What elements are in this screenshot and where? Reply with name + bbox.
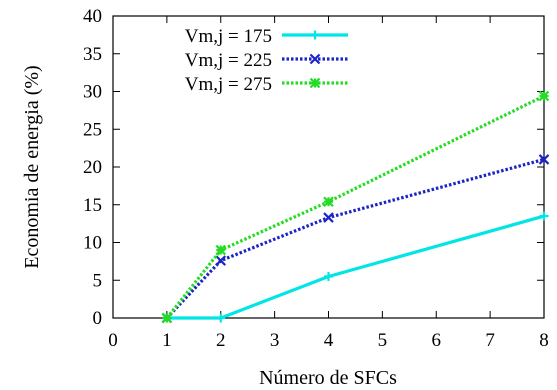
y-tick-label: 0 <box>93 308 103 329</box>
x-axis-label: Número de SFCs <box>259 367 397 389</box>
data-point <box>161 312 173 324</box>
legend-entry: Vm,j = 175 <box>185 26 348 47</box>
x-tick-label: 3 <box>270 330 280 351</box>
x-tick-label: 0 <box>108 330 118 351</box>
y-axis-label: Economia de energia (%) <box>21 65 43 268</box>
y-tick-label: 15 <box>83 195 102 216</box>
series-layer <box>161 90 550 324</box>
y-tick-label: 30 <box>83 82 102 103</box>
x-tick-label: 8 <box>539 330 549 351</box>
data-point <box>309 77 321 89</box>
data-point <box>215 255 227 266</box>
x-tick-label: 1 <box>162 330 172 351</box>
data-point <box>538 90 550 102</box>
axis-tick-labels: 0 5 10 15 20 25 30 35 40 0 1 2 3 4 5 6 7 8 <box>83 6 549 351</box>
data-point <box>538 154 550 165</box>
x-tick-label: 4 <box>324 330 334 351</box>
y-tick-label: 25 <box>83 119 102 140</box>
y-tick-label: 5 <box>93 270 103 291</box>
data-point <box>324 271 333 281</box>
x-tick-label: 6 <box>432 330 442 351</box>
data-point <box>215 244 227 256</box>
axis-ticks <box>112 15 545 319</box>
series-2 <box>161 154 550 324</box>
legend: Vm,j = 175 Vm,j = 225 Vm,j = 275 <box>185 26 348 95</box>
data-point <box>216 313 226 323</box>
data-point <box>309 53 321 65</box>
series-line <box>165 94 545 319</box>
legend-label: Vm,j = 175 <box>185 26 272 47</box>
x-tick-label: 7 <box>485 330 495 351</box>
legend-entry: Vm,j = 275 <box>185 74 348 95</box>
y-tick-label: 35 <box>83 44 102 65</box>
data-point <box>310 30 320 40</box>
legend-label: Vm,j = 225 <box>185 50 272 71</box>
data-point <box>323 212 334 223</box>
legend-label: Vm,j = 275 <box>185 74 272 95</box>
data-point <box>323 196 334 208</box>
x-tick-label: 2 <box>216 330 226 351</box>
data-point <box>539 211 549 221</box>
y-tick-label: 20 <box>83 157 102 178</box>
x-tick-label: 5 <box>378 330 388 351</box>
series-3 <box>161 90 550 324</box>
series-line <box>165 157 545 320</box>
legend-entry: Vm,j = 225 <box>185 50 348 71</box>
y-tick-label: 40 <box>83 6 102 27</box>
series-line <box>166 214 545 320</box>
series-1 <box>162 211 549 323</box>
y-tick-label: 10 <box>83 233 102 254</box>
